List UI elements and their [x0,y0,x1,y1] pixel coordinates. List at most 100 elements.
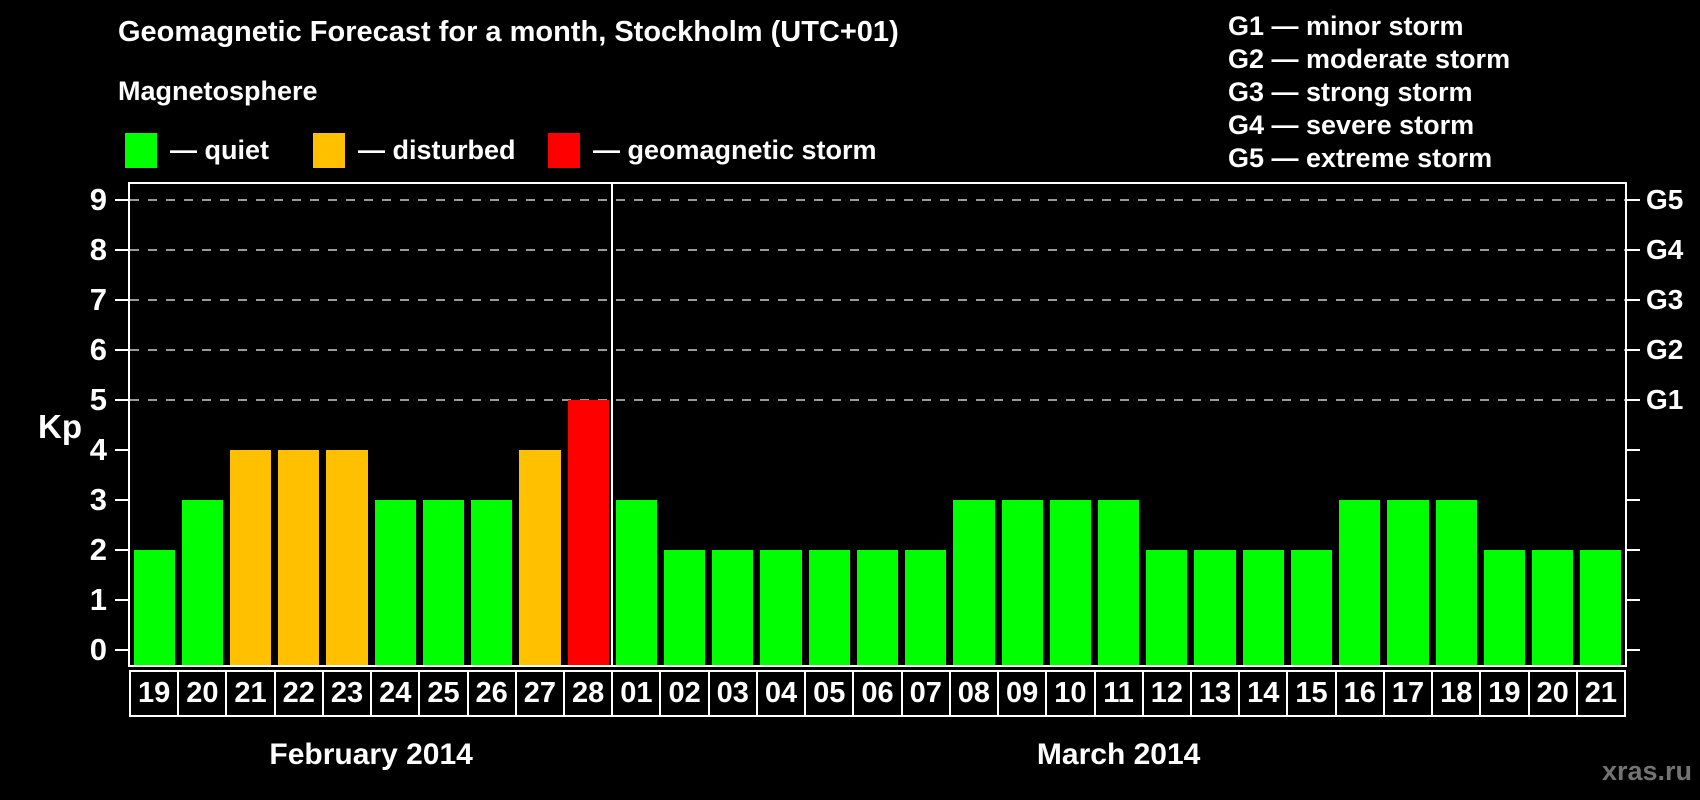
legend-item-quiet: — quiet [125,129,269,171]
g-label-g1: G1 [1646,384,1684,415]
watermark: xras.ru [1601,756,1692,786]
y-tick-right-0 [1627,649,1640,651]
date-cell-mar-12: 12 [1141,670,1192,717]
kp-bar-feb-20 [181,500,223,665]
legend-label-storm: — geomagnetic storm [593,134,877,165]
gridline-kp8 [130,249,1625,251]
gridline-kp7 [130,299,1625,301]
kp-bar-mar-14 [1242,550,1284,665]
kp-bar-mar-08 [953,500,995,665]
kp-bar-feb-28 [567,400,609,665]
g-label-g5: G5 [1646,184,1684,215]
date-cell-mar-16: 16 [1334,670,1385,717]
date-cell-feb-21: 21 [225,670,276,717]
y-tick-label-7: 7 [89,282,107,317]
g-legend-line-g2: G2 — moderate storm [1228,44,1511,74]
y-tick-label-1: 1 [89,582,107,617]
y-tick-label-2: 2 [89,532,107,567]
g-label-g3: G3 [1646,284,1684,315]
date-cell-mar-05: 05 [804,670,855,717]
kp-bar-mar-05 [808,550,850,665]
kp-bar-mar-01 [615,500,657,665]
date-cell-mar-21: 21 [1575,670,1626,717]
y-tick-left-2 [115,549,128,551]
kp-bar-mar-02 [663,550,706,665]
legend-item-disturbed: — disturbed [313,129,516,171]
date-cell-mar-11: 11 [1093,670,1144,717]
y-tick-right-4 [1627,449,1640,451]
date-cell-mar-07: 07 [900,670,951,717]
y-tick-left-0 [115,649,128,651]
y-axis-title: Kp [38,408,82,445]
date-cell-mar-19: 19 [1479,670,1530,717]
kp-bar-mar-13 [1194,550,1236,665]
date-cell-mar-01: 01 [611,670,662,717]
date-cell-mar-20: 20 [1527,670,1578,717]
month-label-february-2014: February 2014 [269,738,473,771]
date-cell-mar-17: 17 [1382,670,1434,717]
kp-bar-mar-21 [1580,550,1622,665]
date-cell-mar-03: 03 [707,670,758,717]
y-tick-left-9 [115,199,128,201]
y-tick-left-7 [115,299,128,301]
legend-swatch-quiet-icon [125,132,157,168]
date-cell-mar-14: 14 [1238,670,1289,717]
y-tick-right-9 [1627,199,1640,201]
g-label-g4: G4 [1646,234,1684,265]
y-tick-right-5 [1627,399,1640,401]
date-cell-feb-25: 25 [418,670,469,717]
kp-bar-feb-24 [374,500,416,665]
kp-bar-mar-17 [1387,500,1429,665]
y-tick-label-5: 5 [89,382,107,417]
kp-status-legend: — quiet — disturbed — geomagnetic storm [0,129,1100,171]
month-label-march-2014: March 2014 [1036,738,1201,771]
legend-swatch-disturbed-icon [313,132,345,168]
kp-bar-feb-26 [471,500,513,665]
y-tick-label-0: 0 [89,632,107,667]
legend-label-quiet: — quiet [170,134,269,165]
y-tick-left-6 [115,349,128,351]
g-legend-line-g1: G1 — minor storm [1228,11,1464,41]
date-cell-feb-23: 23 [321,670,373,717]
kp-bar-feb-25 [422,500,465,665]
y-tick-label-6: 6 [89,332,107,367]
y-tick-right-6 [1627,349,1640,351]
g-legend-line-g3: G3 — strong storm [1228,77,1473,107]
date-cell-mar-18: 18 [1431,670,1482,717]
y-tick-right-7 [1627,299,1640,301]
date-cell-mar-09: 09 [997,670,1048,717]
date-cell-feb-28: 28 [563,670,614,717]
y-tick-right-1 [1627,599,1640,601]
gridline-kp9 [130,199,1625,201]
date-cell-mar-15: 15 [1286,670,1337,717]
date-cell-mar-13: 13 [1189,670,1241,717]
y-tick-label-9: 9 [89,182,107,217]
plot-area [128,182,1627,667]
date-cell-feb-20: 20 [177,670,228,717]
date-cell-feb-22: 22 [273,670,324,717]
kp-bar-mar-20 [1532,550,1574,665]
kp-bar-mar-11 [1098,500,1140,665]
y-tick-left-8 [115,249,128,251]
y-tick-label-3: 3 [89,482,107,517]
date-cell-feb-27: 27 [514,670,566,717]
kp-bar-mar-15 [1290,550,1333,665]
date-cell-feb-24: 24 [370,670,421,717]
y-tick-right-2 [1627,549,1640,551]
kp-bar-mar-04 [760,550,802,665]
g-scale-legend: G1 — minor storm G2 — moderate storm G3 — … [1228,10,1510,175]
kp-bar-feb-22 [278,450,320,665]
kp-bar-mar-19 [1483,550,1526,665]
kp-bar-mar-07 [905,550,947,665]
y-tick-label-4: 4 [89,432,107,467]
g-label-g2: G2 [1646,334,1684,365]
legend-item-storm: — geomagnetic storm [548,129,877,171]
kp-bar-mar-03 [712,550,754,665]
y-tick-left-1 [115,599,128,601]
legend-label-disturbed: — disturbed [358,134,516,165]
y-tick-left-5 [115,399,128,401]
chart-title: Geomagnetic Forecast for a month, Stockh… [118,16,899,48]
y-tick-label-8: 8 [89,232,107,267]
y-tick-right-3 [1627,499,1640,501]
